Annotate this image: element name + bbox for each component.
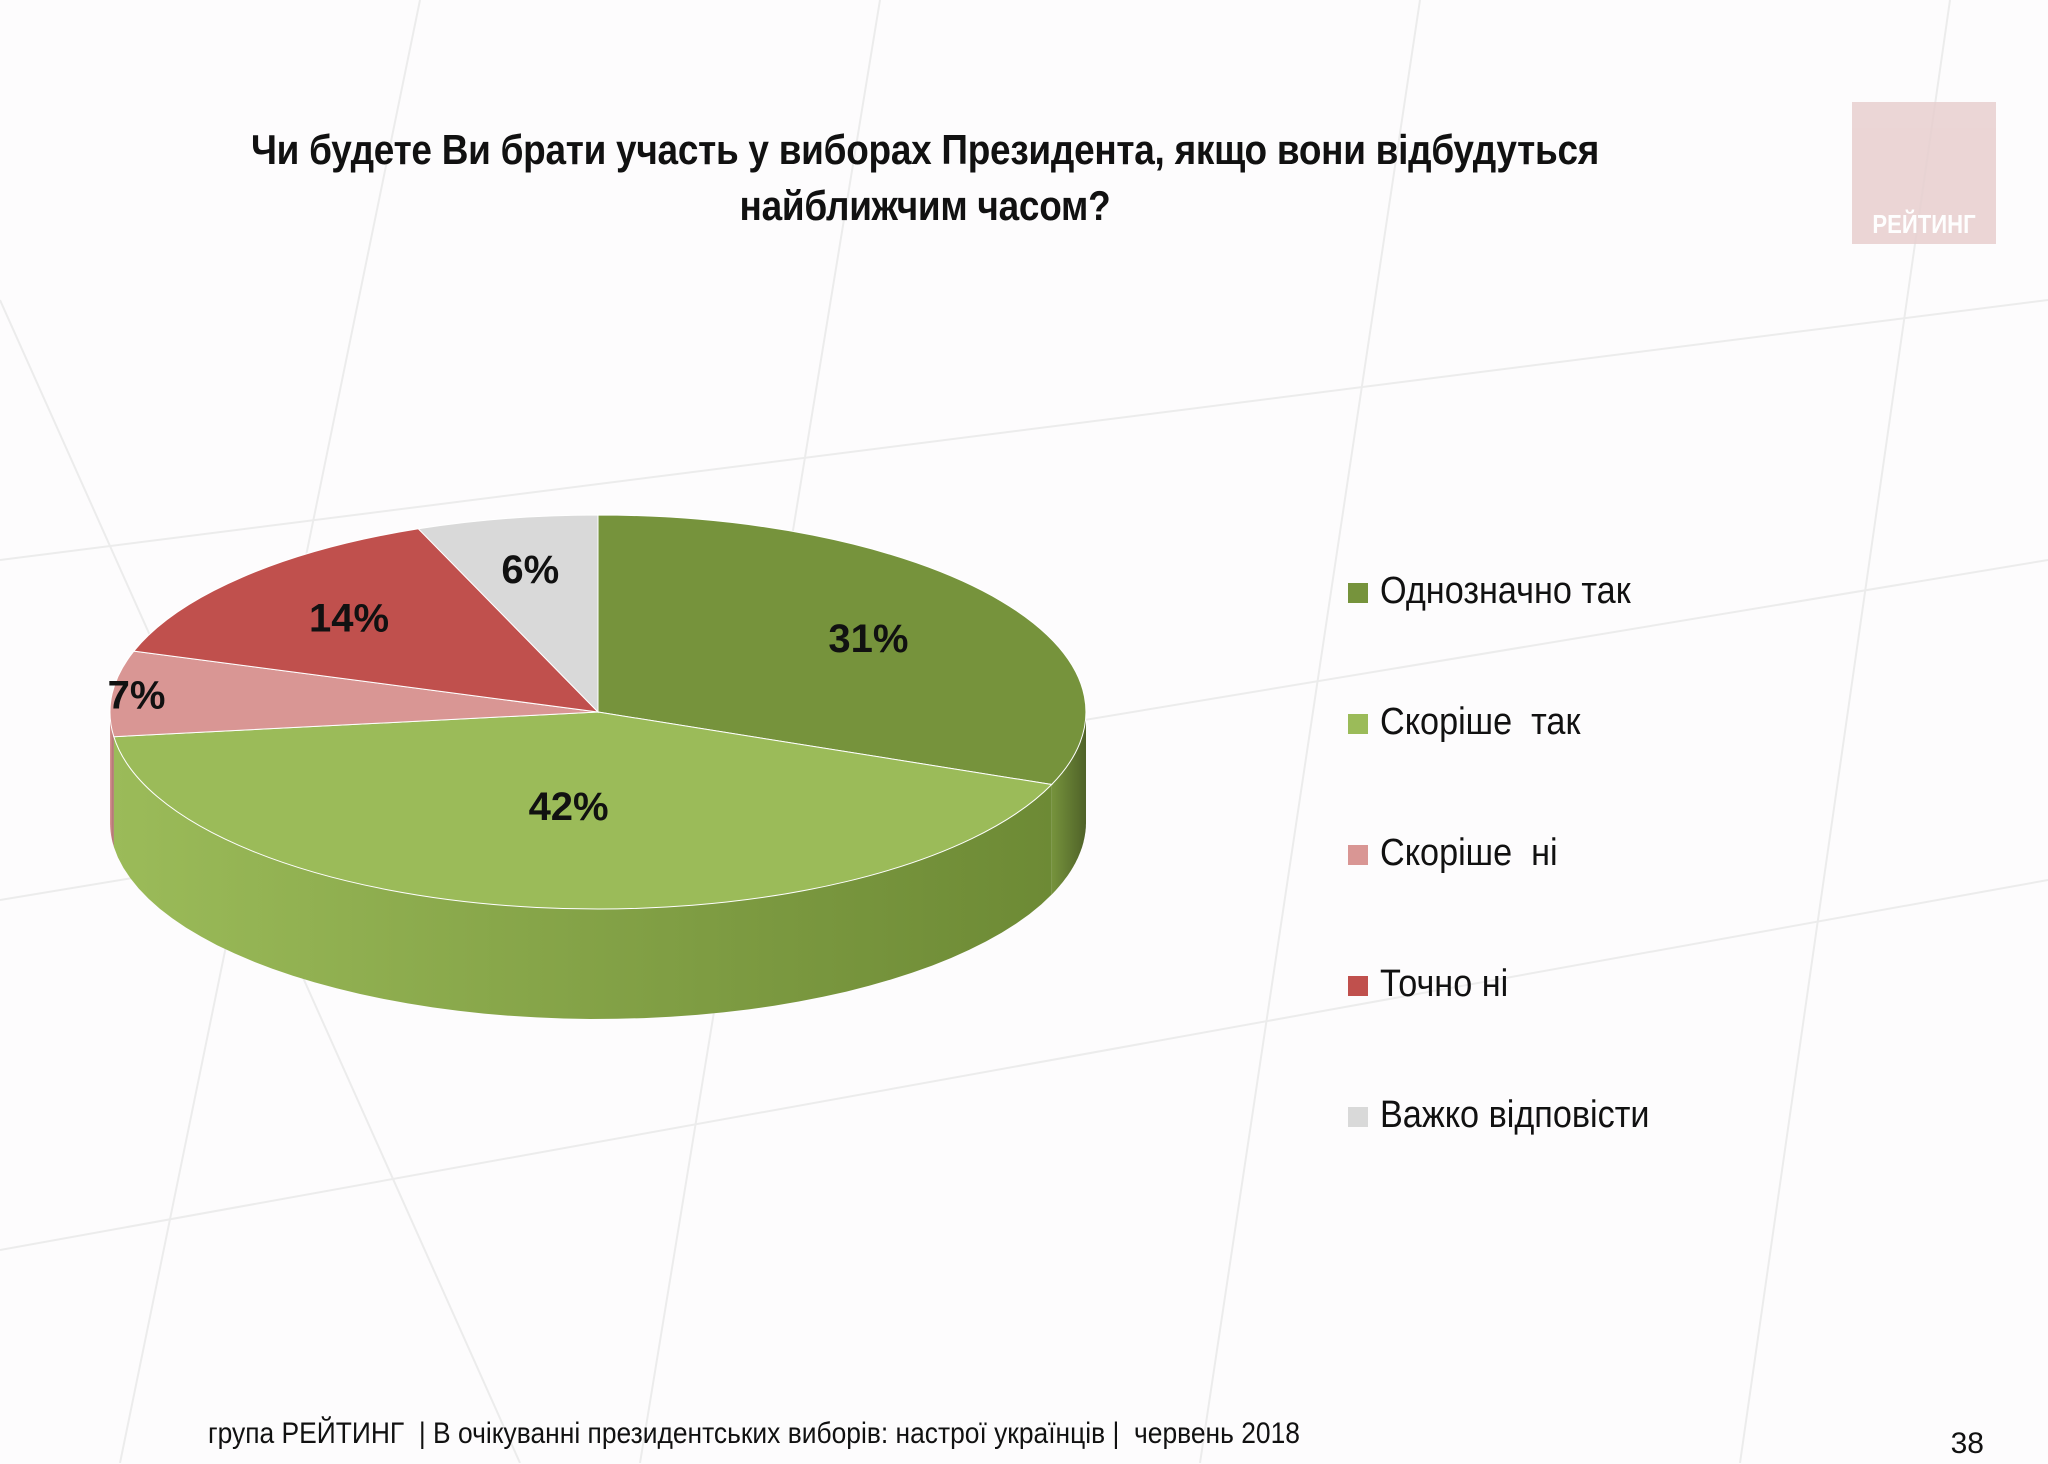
legend-label: Важко відповісти: [1380, 1094, 1650, 1136]
data-label-3: 14%: [309, 597, 389, 641]
legend-swatch: [1348, 845, 1368, 865]
data-label-1: 42%: [529, 785, 609, 829]
legend-label: Однозначно так: [1380, 570, 1631, 612]
legend-label: Скоріше так: [1380, 701, 1581, 743]
pie-side-0: [1051, 712, 1086, 895]
rating-logo: РЕЙТИНГ: [1852, 102, 1996, 244]
chart-title: Чи будете Ви брати участь у виборах През…: [250, 126, 1600, 229]
data-label-0: 31%: [828, 617, 908, 661]
legend-label: Точно ні: [1380, 963, 1509, 1005]
data-label-4: 6%: [501, 548, 559, 592]
pie-side-2: [110, 712, 114, 847]
page-number: 38: [1950, 1427, 1984, 1460]
pie-slice-3: [132, 528, 600, 713]
legend-swatch: [1348, 1107, 1368, 1127]
pie-slice-4: [417, 514, 599, 714]
legend-swatch: [1348, 714, 1368, 734]
pie-slice-0: [597, 514, 1087, 786]
data-label-2: 7%: [108, 673, 166, 717]
footer-text: група РЕЙТИНГ | В очікуванні президентсь…: [208, 1417, 1300, 1450]
logo-text: РЕЙТИНГ: [1872, 209, 1976, 239]
pie-slice-2: [109, 650, 599, 738]
legend-swatch: [1348, 976, 1368, 996]
pie-slice-1: [113, 711, 1053, 910]
pie-side-1: [113, 736, 1052, 1019]
legend-label: Скоріше ні: [1380, 832, 1558, 874]
legend-swatch: [1348, 583, 1368, 603]
